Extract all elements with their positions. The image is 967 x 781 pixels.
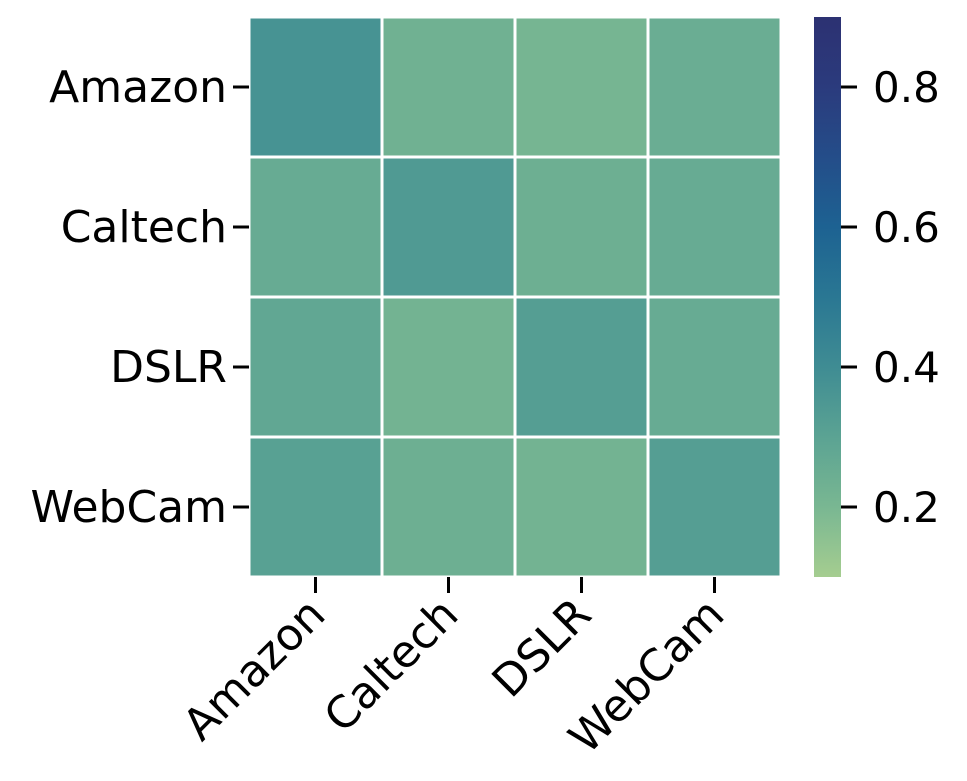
heatmap-cell-amazon-caltech bbox=[380, 15, 517, 159]
x-tick-label: Caltech bbox=[315, 589, 469, 743]
y-tick-label: Amazon bbox=[49, 62, 227, 113]
colorbar-tick-label: 0.4 bbox=[873, 343, 940, 392]
heatmap-cell-dslr-amazon bbox=[247, 295, 384, 439]
heatmap-cell-caltech-dslr bbox=[513, 155, 650, 299]
heatmap-cell-dslr-webcam bbox=[646, 295, 783, 439]
heatmap-cell-caltech-caltech bbox=[380, 155, 517, 299]
colorbar-tick-label: 0.8 bbox=[873, 63, 940, 112]
colorbar-tick-label: 0.6 bbox=[873, 203, 940, 252]
y-tick-label: DSLR bbox=[110, 342, 227, 393]
heatmap-cell-caltech-amazon bbox=[247, 155, 384, 299]
y-tick-label: Caltech bbox=[61, 202, 227, 253]
heatmap-cell-caltech-webcam bbox=[646, 155, 783, 299]
heatmap-cell-webcam-amazon bbox=[247, 435, 384, 579]
colorbar-bar bbox=[814, 17, 841, 577]
heatmap-cell-webcam-dslr bbox=[513, 435, 650, 579]
x-tick-label: Amazon bbox=[173, 589, 335, 751]
heatmap-cells bbox=[247, 15, 783, 579]
x-tick-label: DSLR bbox=[483, 589, 602, 708]
y-axis-labels: Amazon Caltech DSLR WebCam bbox=[31, 62, 249, 533]
colorbar: 0.2 0.4 0.6 0.8 bbox=[814, 17, 940, 577]
heatmap-cell-amazon-amazon bbox=[247, 15, 384, 159]
heatmap-cell-amazon-webcam bbox=[646, 15, 783, 159]
heatmap-cell-dslr-dslr bbox=[513, 295, 650, 439]
y-tick-label: WebCam bbox=[31, 482, 227, 533]
heatmap-cell-webcam-webcam bbox=[646, 435, 783, 579]
heatmap-cell-amazon-dslr bbox=[513, 15, 650, 159]
colorbar-tick-label: 0.2 bbox=[873, 483, 940, 532]
heatmap-cell-dslr-caltech bbox=[380, 295, 517, 439]
heatmap-cell-webcam-caltech bbox=[380, 435, 517, 579]
